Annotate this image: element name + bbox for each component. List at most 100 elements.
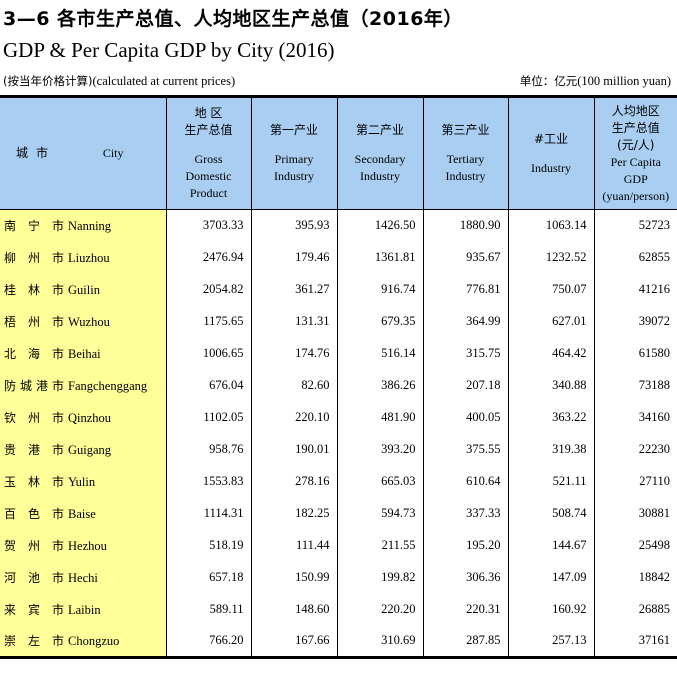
per-capita-cell: 30881 <box>593 497 677 530</box>
per-capita-cell: 37161 <box>593 625 677 659</box>
header-percap-en-3: (yuan/person) <box>602 188 670 203</box>
header-percap-cn-1: 人均地区 <box>611 103 660 118</box>
city-name-en: Baise <box>68 507 96 521</box>
tertiary-cell: 337.33 <box>422 497 508 530</box>
city-cell: 南宁市 Nanning <box>0 209 166 242</box>
gdp-cell: 1102.05 <box>165 401 251 434</box>
industry-cell: 1232.52 <box>507 241 594 274</box>
secondary-cell: 1426.50 <box>336 209 423 242</box>
secondary-cell: 393.20 <box>336 433 423 466</box>
city-name-cn: 贵港市 <box>4 443 64 457</box>
header-per-capita: 人均地区 生产总值 (元/人) Per Capita GDP (yuan/per… <box>593 95 677 210</box>
city-cell: 柳州市 Liuzhou <box>0 241 166 274</box>
header-industry-cn: #工业 <box>533 131 569 146</box>
gdp-cell: 589.11 <box>165 593 251 626</box>
per-capita-cell: 25498 <box>593 529 677 562</box>
city-name-cn: 北海市 <box>4 347 64 361</box>
city-cell: 钦州市 Qinzhou <box>0 401 166 434</box>
primary-cell: 361.27 <box>250 273 337 306</box>
per-capita-cell: 41216 <box>593 273 677 306</box>
gdp-cell: 1553.83 <box>165 465 251 498</box>
gdp-by-city-table: 城市 City 地 区 生产总值 Gross Domestic Product 第… <box>0 95 677 659</box>
gdp-cell: 2476.94 <box>165 241 251 274</box>
header-tertiary-cn: 第三产业 <box>441 123 490 137</box>
industry-cell: 147.09 <box>507 561 594 594</box>
header-primary-cn: 第一产业 <box>269 123 318 137</box>
table-row: 钦州市 Qinzhou 1102.05 220.10 481.90 400.05 363.2… <box>0 401 677 434</box>
price-basis-note: (按当年价格计算)(calculated at current prices) <box>3 73 235 89</box>
secondary-cell: 594.73 <box>336 497 423 530</box>
header-secondary-cn: 第二产业 <box>355 123 404 137</box>
industry-cell: 627.01 <box>507 305 594 338</box>
primary-cell: 150.99 <box>250 561 337 594</box>
industry-cell: 340.88 <box>507 369 594 402</box>
header-city-en: City <box>102 146 124 160</box>
secondary-cell: 916.74 <box>336 273 423 306</box>
per-capita-cell: 39072 <box>593 305 677 338</box>
secondary-cell: 665.03 <box>336 465 423 498</box>
header-city: 城市 City <box>0 95 166 210</box>
unit-note-en: (100 million yuan) <box>577 74 671 88</box>
gdp-cell: 1175.65 <box>165 305 251 338</box>
table-row: 北海市 Beihai 1006.65 174.76 516.14 315.75 464.42… <box>0 337 677 370</box>
gdp-cell: 676.04 <box>165 369 251 402</box>
header-primary-en-2: Industry <box>274 169 314 183</box>
per-capita-cell: 34160 <box>593 401 677 434</box>
city-name-en: Laibin <box>68 603 101 617</box>
primary-cell: 167.66 <box>250 625 337 659</box>
gdp-cell: 958.76 <box>165 433 251 466</box>
header-tertiary-en-2: Industry <box>445 169 486 183</box>
tertiary-cell: 400.05 <box>422 401 508 434</box>
city-name-cn: 梧州市 <box>4 315 64 329</box>
city-name-en: Beihai <box>68 347 101 361</box>
city-name-cn: 河池市 <box>4 571 64 585</box>
industry-cell: 508.74 <box>507 497 594 530</box>
header-row: 城市 City 地 区 生产总值 Gross Domestic Product 第… <box>0 95 677 210</box>
header-gdp-cn-2: 生产总值 <box>184 123 233 137</box>
city-name-cn: 贺州市 <box>4 539 64 553</box>
city-name-en: Guilin <box>68 283 100 297</box>
city-name-cn: 柳州市 <box>4 251 64 265</box>
table-title-english: GDP & Per Capita GDP by City (2016) <box>3 38 335 62</box>
table-row: 崇左市 Chongzuo 766.20 167.66 310.69 287.85 257.1… <box>0 625 677 659</box>
per-capita-cell: 52723 <box>593 209 677 242</box>
table-body: 南宁市 Nanning 3703.33 395.93 1426.50 1880.90 106… <box>0 209 677 659</box>
tertiary-cell: 610.64 <box>422 465 508 498</box>
tertiary-cell: 287.85 <box>422 625 508 659</box>
tertiary-cell: 195.20 <box>422 529 508 562</box>
table-row: 贵港市 Guigang 958.76 190.01 393.20 375.55 319.38… <box>0 433 677 466</box>
header-gdp-en-1: Gross <box>194 152 223 166</box>
gdp-cell: 518.19 <box>165 529 251 562</box>
table-row: 南宁市 Nanning 3703.33 395.93 1426.50 1880.90 106… <box>0 209 677 242</box>
header-gdp-en-3: Product <box>189 186 228 200</box>
city-name-en: Qinzhou <box>68 411 112 425</box>
city-name-cn: 桂林市 <box>4 283 64 297</box>
per-capita-cell: 62855 <box>593 241 677 274</box>
primary-cell: 82.60 <box>250 369 337 402</box>
header-industry-en: Industry <box>531 160 571 175</box>
header-secondary: 第二产业 Secondary Industry <box>336 95 423 210</box>
city-name-cn: 玉林市 <box>4 475 64 489</box>
secondary-cell: 481.90 <box>336 401 423 434</box>
primary-cell: 174.76 <box>250 337 337 370</box>
per-capita-cell: 22230 <box>593 433 677 466</box>
city-name-en: Yulin <box>68 475 96 489</box>
header-primary-en-1: Primary <box>274 152 314 166</box>
header-percap-cn-2: 生产总值 <box>611 120 660 135</box>
city-name-cn: 百色市 <box>4 507 64 521</box>
primary-cell: 395.93 <box>250 209 337 242</box>
secondary-cell: 516.14 <box>336 337 423 370</box>
tertiary-cell: 375.55 <box>422 433 508 466</box>
table-row: 百色市 Baise 1114.31 182.25 594.73 337.33 508.74 3… <box>0 497 677 530</box>
gdp-cell: 1114.31 <box>165 497 251 530</box>
header-secondary-en-2: Industry <box>360 169 400 183</box>
table-row: 来宾市 Laibin 589.11 148.60 220.20 220.31 160.92 2… <box>0 593 677 626</box>
city-cell: 贺州市 Hezhou <box>0 529 166 562</box>
city-name-en: Hechi <box>68 571 98 585</box>
tertiary-cell: 776.81 <box>422 273 508 306</box>
city-name-cn: 南宁市 <box>4 219 64 234</box>
gdp-cell: 3703.33 <box>165 209 251 242</box>
table-row: 玉林市 Yulin 1553.83 278.16 665.03 610.64 521.11 2… <box>0 465 677 498</box>
city-cell: 玉林市 Yulin <box>0 465 166 498</box>
header-industry: #工业 Industry <box>507 95 594 210</box>
